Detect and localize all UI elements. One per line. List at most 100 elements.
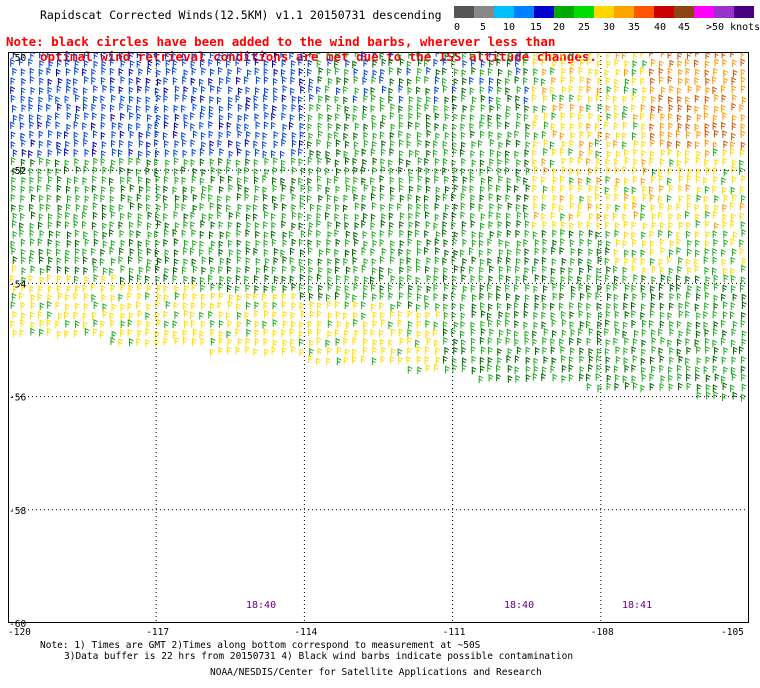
wind-barb [488, 192, 494, 201]
wind-barb [496, 103, 502, 111]
wind-barb [669, 240, 675, 248]
wind-barb [336, 123, 342, 131]
legend-color-bar [454, 6, 754, 18]
wind-barb [424, 246, 429, 255]
wind-barb [496, 150, 502, 159]
wind-barb [532, 175, 538, 184]
wind-barb [30, 249, 35, 258]
wind-barb [361, 194, 367, 203]
wind-barb [615, 68, 621, 77]
wind-barb [677, 122, 683, 131]
wind-barb [568, 230, 574, 239]
legend-swatch [674, 6, 694, 18]
wind-barb [705, 230, 711, 239]
wind-barb [183, 220, 189, 229]
wind-barb [262, 174, 268, 183]
wind-barb [406, 67, 412, 76]
wind-barb [687, 239, 692, 248]
wind-barb [379, 291, 385, 300]
wind-barb [316, 273, 322, 282]
wind-barb [146, 141, 151, 150]
wind-barb [11, 292, 17, 301]
wind-barb [740, 68, 746, 77]
wind-barb [649, 248, 655, 256]
wind-barb [254, 176, 259, 185]
wind-barb [487, 257, 493, 266]
wind-barb [623, 357, 629, 366]
wind-barb [658, 258, 664, 267]
wind-barb [687, 174, 692, 183]
wind-barb [93, 238, 99, 247]
wind-barb [705, 166, 711, 175]
wind-barb [632, 60, 638, 69]
wind-barb [425, 176, 431, 185]
wind-barb [640, 104, 646, 112]
wind-barb [506, 328, 512, 337]
wind-barb [642, 267, 648, 275]
wind-barb [181, 166, 186, 174]
wind-barb [694, 258, 699, 267]
wind-barb [552, 229, 557, 238]
wind-barb [308, 285, 313, 293]
wind-barb [714, 222, 719, 231]
wind-barb [649, 123, 655, 132]
wind-barb [586, 382, 592, 391]
wind-barb [559, 132, 565, 141]
wind-barb [29, 167, 34, 176]
wind-barb [496, 292, 501, 301]
wind-barb [551, 258, 557, 266]
wind-barb [84, 327, 90, 336]
wind-barb [453, 184, 459, 192]
wind-barb [165, 167, 170, 176]
wind-barb [245, 345, 250, 354]
wind-barb [650, 138, 656, 147]
wind-barb [487, 283, 492, 292]
wind-barb [371, 94, 376, 103]
wind-barb [478, 375, 484, 384]
wind-barb [118, 203, 124, 212]
wind-barb [334, 328, 340, 337]
wind-barb [101, 186, 106, 194]
wind-barb [219, 148, 225, 156]
wind-barb [478, 203, 484, 212]
wind-barb [444, 131, 450, 140]
wind-barb [570, 285, 576, 294]
wind-barb [12, 329, 18, 338]
wind-barb [514, 75, 520, 84]
wind-barb [578, 257, 584, 266]
wind-barb [271, 59, 277, 68]
wind-barb [532, 85, 537, 94]
wind-barb [543, 166, 549, 175]
wind-barb [587, 238, 593, 247]
wind-barb [579, 105, 585, 114]
wind-barb [111, 94, 116, 103]
wind-barb [695, 68, 700, 77]
wind-barb [469, 122, 475, 131]
wind-barb [516, 240, 522, 249]
wind-barb [119, 102, 125, 111]
wind-barb [615, 238, 621, 247]
wind-barb [317, 258, 323, 266]
wind-barb [595, 372, 601, 381]
wind-barb [281, 159, 286, 168]
wind-barb [93, 157, 99, 166]
wind-barb [370, 329, 376, 337]
longitude-label: -108 [591, 627, 614, 636]
wind-barb [732, 94, 737, 102]
wind-barb [379, 266, 384, 275]
wind-barb [208, 120, 214, 129]
wind-barb [568, 373, 574, 382]
wind-barb [156, 284, 162, 293]
wind-barb [371, 283, 376, 292]
wind-barb [281, 275, 287, 284]
wind-barb [47, 114, 53, 123]
wind-barb [442, 67, 447, 76]
wind-barb [163, 194, 168, 203]
wind-barb [74, 67, 79, 75]
wind-barb [245, 86, 251, 95]
wind-barb [361, 247, 367, 255]
wind-barb [182, 76, 187, 85]
wind-barb [399, 275, 405, 284]
wind-barb [172, 330, 178, 339]
wind-barb [183, 213, 189, 221]
